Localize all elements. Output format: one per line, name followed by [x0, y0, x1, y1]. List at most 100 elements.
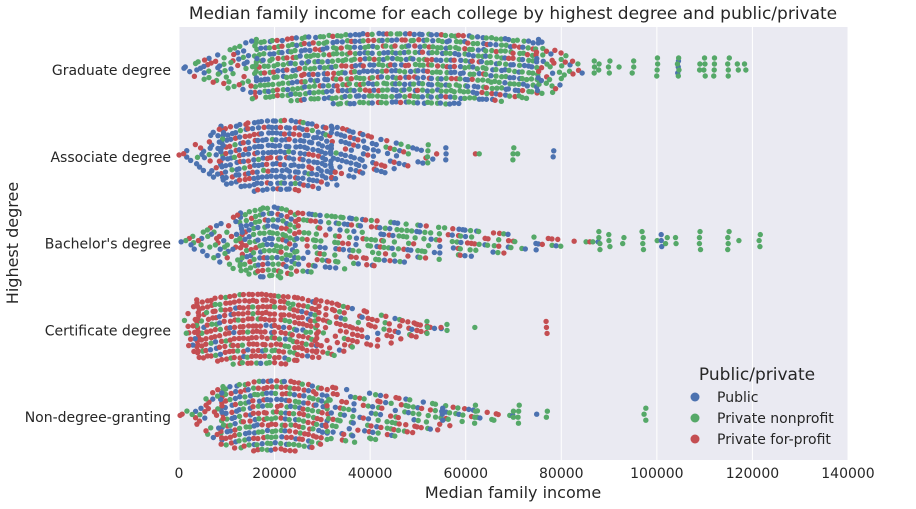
swarm-point: [521, 38, 527, 44]
swarm-point: [277, 124, 284, 131]
swarm-point: [438, 76, 444, 82]
swarm-point: [344, 76, 351, 82]
swarm-point: [539, 90, 545, 97]
swarm-point: [279, 49, 285, 56]
swarm-point: [396, 81, 403, 87]
swarm-point: [345, 304, 351, 311]
swarm-point: [243, 65, 249, 72]
swarm-point: [260, 242, 266, 248]
swarm-point: [369, 100, 375, 106]
swarm-point: [323, 125, 329, 131]
swarm-point: [339, 39, 346, 45]
x-tick-label: 80000: [539, 466, 584, 482]
swarm-point: [484, 242, 491, 248]
swarm-point: [295, 261, 302, 267]
swarm-point: [484, 90, 490, 97]
swarm-point: [283, 263, 289, 270]
swarm-point: [316, 354, 322, 361]
swarm-point: [218, 220, 224, 227]
swarm-point: [373, 161, 379, 167]
swarm-point: [240, 335, 247, 341]
swarm-point: [411, 31, 417, 38]
swarm-point: [591, 64, 598, 70]
swarm-point: [207, 347, 214, 353]
swarm-point: [255, 435, 261, 442]
swarm-point: [217, 301, 223, 308]
swarm-point: [286, 155, 292, 161]
swarm-point: [205, 316, 212, 323]
swarm-point: [378, 312, 385, 318]
swarm-point: [361, 75, 367, 82]
swarm-point: [204, 329, 210, 335]
swarm-point: [427, 407, 434, 413]
swarm-point: [422, 248, 428, 255]
swarm-point: [555, 236, 561, 243]
swarm-point: [359, 229, 365, 235]
swarm-point: [360, 131, 366, 138]
swarm-point: [405, 403, 411, 409]
swarm-point: [485, 236, 491, 242]
swarm-point: [234, 212, 241, 218]
swarm-point: [449, 232, 455, 238]
swarm-point: [235, 311, 242, 317]
swarm-point: [263, 292, 269, 298]
swarm-point: [328, 88, 335, 94]
swarm-point: [188, 242, 194, 248]
swarm-point: [323, 305, 329, 312]
swarm-point: [260, 274, 266, 280]
swarm-point: [511, 81, 517, 87]
swarm-point: [264, 415, 270, 422]
swarm-point: [548, 51, 554, 57]
swarm-point: [697, 246, 704, 253]
swarm-point: [275, 236, 282, 242]
swarm-point: [254, 341, 260, 348]
swarm-point: [216, 344, 223, 350]
swarm-point: [543, 80, 549, 86]
swarm-point: [310, 183, 316, 190]
swarm-point: [237, 400, 244, 407]
swarm-point: [276, 336, 283, 342]
swarm-point: [696, 67, 703, 73]
swarm-point: [455, 405, 461, 411]
swarm-point: [424, 330, 430, 337]
swarm-point: [205, 233, 211, 240]
swarm-point: [414, 75, 421, 81]
swarm-point: [371, 56, 377, 62]
swarm-point: [403, 221, 409, 227]
swarm-point: [498, 74, 505, 80]
swarm-point: [287, 222, 293, 228]
swarm-point: [306, 84, 313, 90]
swarm-point: [271, 51, 277, 57]
swarm-point: [285, 356, 292, 363]
swarm-point: [203, 402, 209, 408]
swarm-point: [630, 58, 637, 64]
swarm-point: [360, 31, 366, 37]
swarm-point: [351, 439, 358, 445]
swarm-point: [274, 37, 280, 44]
swarm-point: [407, 31, 413, 37]
swarm-point: [310, 146, 316, 153]
swarm-point: [233, 231, 240, 238]
swarm-point: [515, 420, 522, 426]
swarm-point: [455, 32, 462, 38]
swarm-point: [292, 180, 299, 187]
swarm-point: [236, 413, 243, 420]
swarm-point: [357, 56, 363, 63]
swarm-point: [296, 333, 302, 339]
swarm-point: [428, 62, 435, 68]
swarm-point: [256, 51, 263, 58]
swarm-point: [658, 237, 664, 244]
swarm-point: [306, 151, 312, 157]
swarm-point: [236, 298, 242, 304]
swarm-point: [240, 317, 246, 323]
swarm-point: [331, 70, 337, 76]
swarm-point: [286, 148, 292, 155]
swarm-point: [230, 70, 236, 77]
swarm-point: [415, 159, 421, 165]
swarm-point: [232, 427, 238, 433]
swarm-point: [314, 335, 320, 341]
swarm-point: [287, 391, 293, 397]
swarm-point: [245, 304, 252, 310]
swarm-point: [226, 330, 232, 336]
swarm-point: [281, 378, 288, 385]
